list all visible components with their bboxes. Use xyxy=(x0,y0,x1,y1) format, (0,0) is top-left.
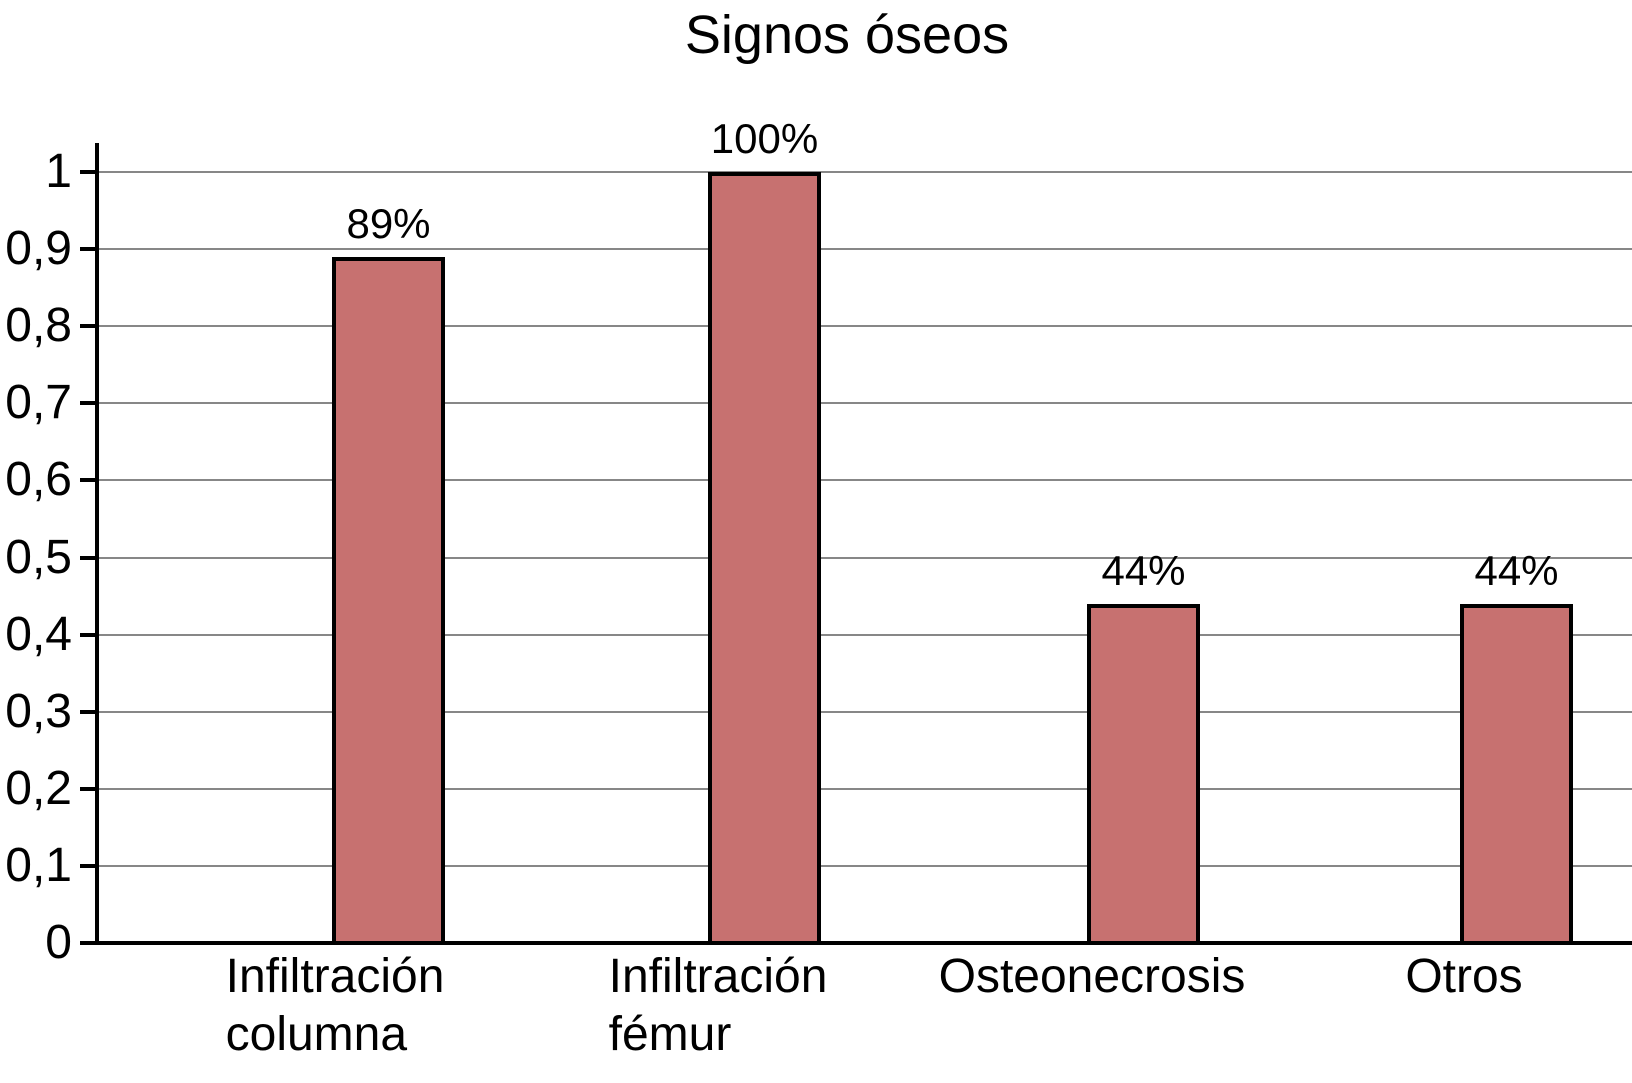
x-category-label: Infiltración columna xyxy=(225,950,445,1061)
gridline xyxy=(99,171,1632,173)
x-category-label: Infiltración fémur xyxy=(608,950,828,1061)
y-tick xyxy=(80,401,99,406)
x-category-label: Osteonecrosis xyxy=(938,950,1246,1003)
chart-title: Signos óseos xyxy=(684,5,1010,65)
y-tick xyxy=(80,632,99,637)
y-tick-label: 0,7 xyxy=(5,376,72,430)
y-tick-label: 0,1 xyxy=(5,838,72,892)
y-tick xyxy=(80,941,99,945)
bar xyxy=(708,172,821,945)
y-tick-label: 0,6 xyxy=(5,453,72,507)
y-tick-label: 0,5 xyxy=(5,530,72,584)
y-tick xyxy=(80,863,99,868)
y-tick-label: 0,8 xyxy=(5,299,72,353)
x-category-label: Otros xyxy=(1405,950,1523,1003)
y-tick-label: 0 xyxy=(45,916,72,969)
y-tick xyxy=(80,170,99,174)
y-tick-label: 0,4 xyxy=(5,607,72,661)
y-tick xyxy=(80,709,99,714)
y-tick xyxy=(80,324,99,329)
y-tick-label: 0,2 xyxy=(5,761,72,815)
y-tick-label: 0,3 xyxy=(5,684,72,738)
gridline xyxy=(99,479,1632,482)
gridline xyxy=(99,633,1632,636)
bar xyxy=(1087,603,1200,945)
bar-value-label: 44% xyxy=(1474,546,1559,594)
y-tick xyxy=(80,247,99,252)
y-tick xyxy=(80,478,99,483)
gridline xyxy=(99,556,1632,559)
gridline xyxy=(99,402,1632,405)
y-tick-label: 1 xyxy=(45,145,72,198)
bar xyxy=(1460,603,1573,945)
y-tick xyxy=(80,786,99,791)
bar-value-label: 44% xyxy=(1101,546,1186,594)
gridline xyxy=(99,248,1632,251)
y-tick-label: 0,9 xyxy=(5,222,72,276)
y-axis-line xyxy=(95,143,99,945)
gridline xyxy=(99,787,1632,790)
bar xyxy=(332,256,445,945)
gridline xyxy=(99,864,1632,867)
bar-value-label: 100% xyxy=(710,115,819,162)
gridline xyxy=(99,710,1632,713)
y-tick xyxy=(80,555,99,560)
x-axis-line xyxy=(95,941,1632,945)
gridline xyxy=(99,325,1632,328)
bar-value-label: 89% xyxy=(346,199,431,247)
